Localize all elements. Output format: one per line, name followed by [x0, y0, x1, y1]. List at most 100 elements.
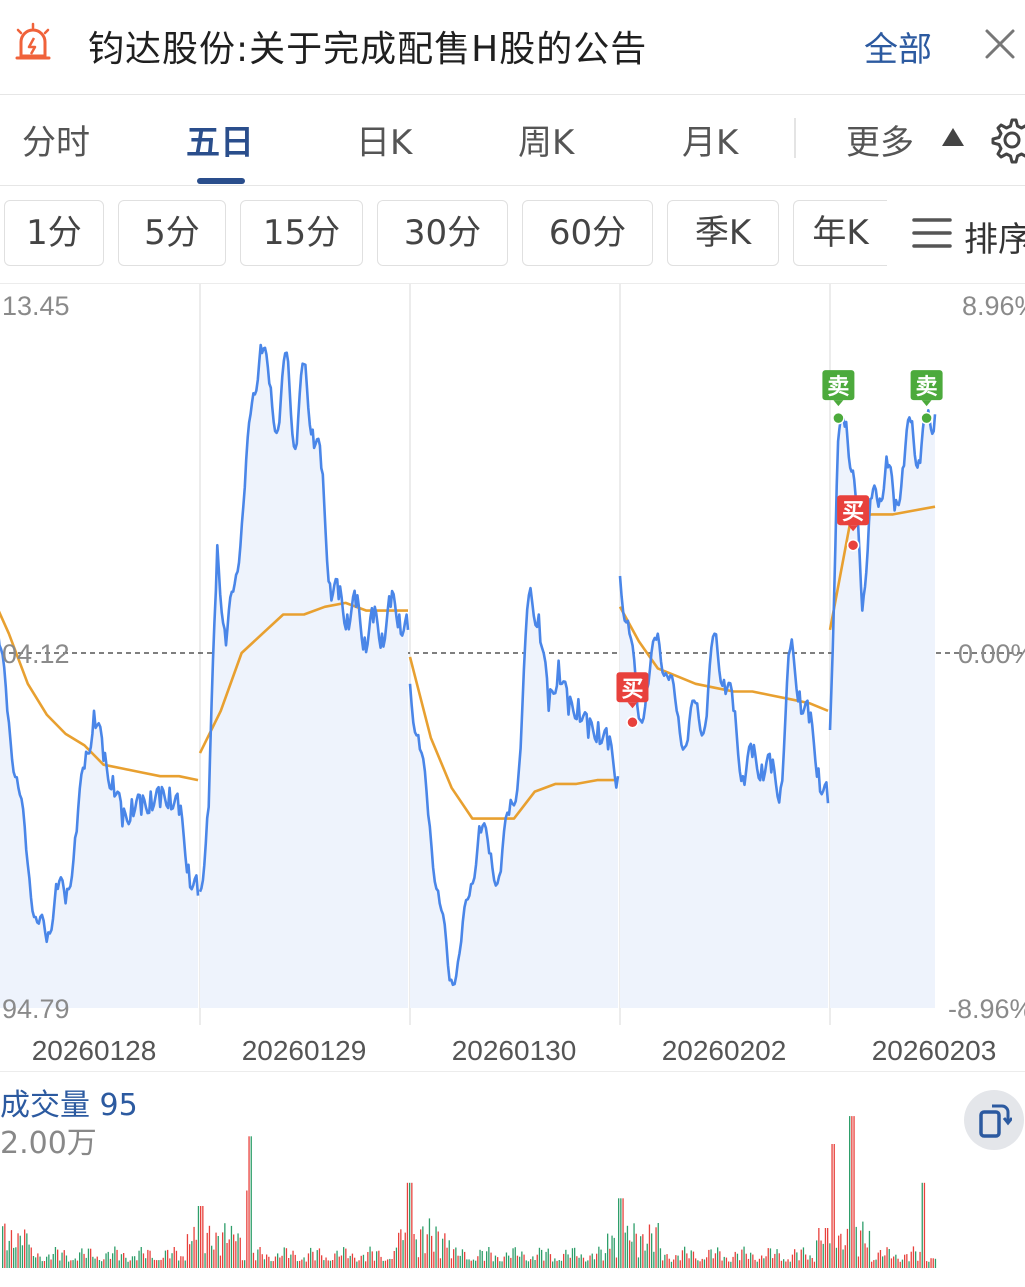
price-line-20260203 — [828, 409, 937, 731]
volume-bar — [191, 1241, 193, 1268]
menu-icon[interactable] — [912, 216, 952, 250]
volume-bar — [549, 1254, 552, 1268]
volume-bar — [50, 1259, 52, 1268]
volume-bar — [32, 1256, 35, 1268]
volume-bar — [461, 1249, 464, 1268]
volume-bar — [90, 1248, 92, 1268]
volume-bar — [752, 1254, 754, 1268]
volume-bar — [585, 1261, 587, 1268]
volume-bar — [578, 1257, 580, 1268]
sell-marker-badge[interactable] — [910, 370, 943, 401]
volume-bar — [629, 1240, 631, 1268]
volume-axis-max: 2.00万 — [0, 1126, 97, 1161]
volume-bar — [763, 1258, 765, 1268]
buy-marker-pointer — [848, 525, 859, 532]
volume-bar — [336, 1250, 338, 1268]
announcement-title[interactable]: 钧达股份:关于完成配售H股的公告 — [88, 29, 648, 70]
volume-bar — [435, 1226, 437, 1268]
volume-bar — [85, 1257, 87, 1268]
volume-bar — [785, 1261, 787, 1268]
volume-bar — [202, 1206, 204, 1268]
volume-bar — [530, 1259, 532, 1268]
period-15min[interactable]: 15分 — [240, 200, 363, 266]
all-announcements-link[interactable]: 全部 — [864, 30, 932, 70]
tab-five-day[interactable]: 五日 — [186, 123, 254, 163]
rotate-screen-button[interactable] — [964, 1090, 1024, 1150]
tab-monthly-k[interactable]: 月K — [682, 123, 739, 163]
volume-bar — [897, 1258, 899, 1268]
sell-marker-badge[interactable] — [822, 370, 855, 401]
volume-bar — [153, 1259, 156, 1268]
volume-bar — [844, 1245, 846, 1268]
volume-bar — [673, 1259, 675, 1268]
volume-bar — [61, 1252, 63, 1268]
volume-bar — [347, 1258, 349, 1268]
volume-bar — [252, 1252, 255, 1268]
tab-intraday[interactable]: 分时 — [22, 123, 90, 163]
volume-bar — [92, 1256, 94, 1268]
volume-bar — [380, 1256, 382, 1268]
volume-bar — [15, 1247, 17, 1268]
volume-bar — [24, 1229, 26, 1268]
volume-bar — [571, 1248, 574, 1268]
period-30min[interactable]: 30分 — [377, 200, 508, 266]
volume-bar — [547, 1248, 549, 1268]
period-60min[interactable]: 60分 — [522, 200, 653, 266]
volume-bar — [915, 1251, 917, 1268]
tab-daily-k[interactable]: 日K — [356, 123, 413, 163]
volume-bar — [501, 1261, 503, 1268]
period-quarter-k[interactable]: 季K — [667, 200, 779, 266]
gear-icon[interactable] — [988, 116, 1025, 164]
volume-bar — [334, 1253, 336, 1268]
volume-bar — [783, 1259, 785, 1268]
volume-bar — [127, 1261, 129, 1268]
volume-bar — [657, 1223, 659, 1268]
volume-bar — [329, 1260, 332, 1268]
volume-bar — [732, 1256, 734, 1268]
volume-bar — [72, 1260, 74, 1268]
volume-bar — [391, 1259, 393, 1268]
buy-marker-badge[interactable] — [837, 495, 870, 526]
tab-weekly-k[interactable]: 周K — [518, 123, 575, 163]
close-icon[interactable] — [982, 26, 1018, 62]
volume-bar — [818, 1228, 820, 1268]
volume-bar — [299, 1260, 301, 1268]
y-axis-price-mid: 04.12 — [2, 639, 70, 669]
volume-bar — [646, 1243, 648, 1268]
sort-button[interactable]: 排序 — [964, 220, 1025, 260]
volume-bar — [846, 1228, 849, 1268]
five-day-price-chart[interactable]: 13.45 04.12 94.79 8.96% 0.00% -8.96% 20260128 2… — [0, 283, 1025, 1287]
y-axis-pct-top: 8.96% — [962, 291, 1025, 321]
caret-up-icon[interactable] — [942, 128, 964, 146]
buy-marker-badge[interactable] — [616, 672, 649, 703]
volume-bar — [820, 1240, 822, 1268]
volume-bar — [857, 1256, 860, 1268]
volume-bar — [46, 1256, 48, 1268]
volume-bar — [488, 1247, 490, 1268]
period-5min[interactable]: 5分 — [118, 200, 226, 266]
volume-bar — [772, 1258, 774, 1268]
volume-bar — [57, 1249, 59, 1268]
volume-bar — [400, 1229, 402, 1268]
volume-bar — [602, 1260, 604, 1268]
volume-bar — [686, 1253, 688, 1268]
volume-bar — [620, 1198, 622, 1269]
volume-bar — [26, 1233, 28, 1268]
volume-bar — [809, 1255, 811, 1268]
volume-bar — [829, 1243, 831, 1268]
announcement-bar[interactable]: 钧达股份:关于完成配售H股的公告 全部 — [0, 0, 1025, 94]
volume-bar — [754, 1259, 756, 1268]
period-1min[interactable]: 1分 — [4, 200, 104, 266]
volume-bar — [164, 1250, 167, 1268]
volume-bar — [851, 1116, 853, 1268]
tab-more[interactable]: 更多 — [846, 123, 914, 163]
volume-bar — [437, 1231, 439, 1268]
period-year-k[interactable]: 年K — [793, 200, 887, 266]
volume-bar — [428, 1218, 431, 1268]
volume-bar — [574, 1247, 576, 1268]
volume-bar — [411, 1182, 413, 1269]
volume-bar — [404, 1232, 406, 1268]
volume-bar — [439, 1258, 442, 1268]
volume-bar — [215, 1232, 217, 1268]
volume-bar — [266, 1254, 268, 1268]
